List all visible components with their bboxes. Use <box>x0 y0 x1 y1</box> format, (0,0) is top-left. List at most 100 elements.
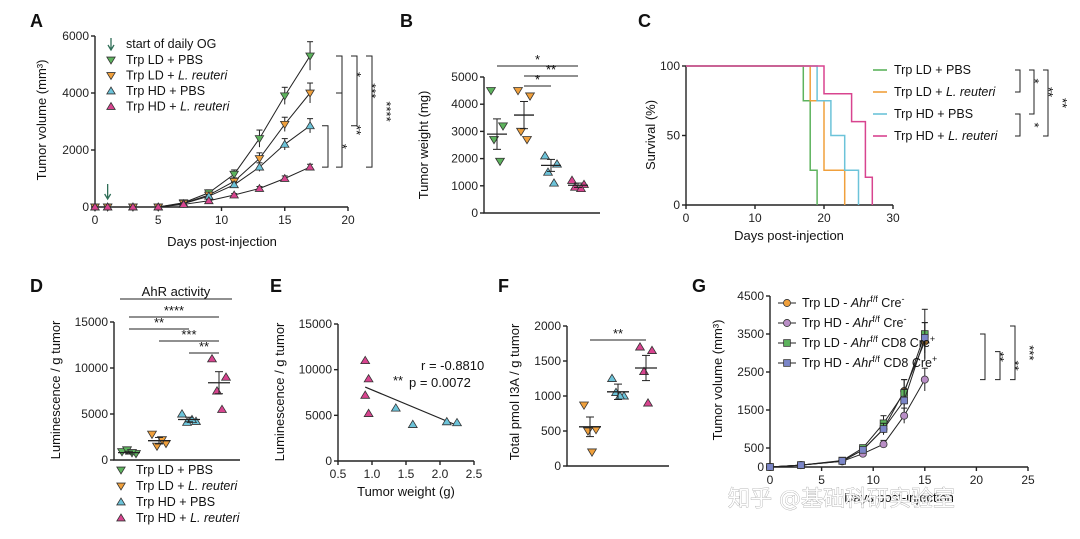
panel-a-point <box>153 202 164 211</box>
panel-c-xlabel: Days post-injection <box>734 228 844 243</box>
panel-c-legend-label: Trp LD + L. reuteri <box>894 85 997 99</box>
panel-g-xtick-label: 20 <box>970 473 984 487</box>
panel-g-point <box>900 396 908 405</box>
panel-c-ytick-label: 100 <box>660 59 680 73</box>
panel-e-point <box>360 390 371 399</box>
panel-b-ytick-label: 2000 <box>451 152 478 166</box>
panel-c-sig-bracket <box>1043 69 1049 137</box>
panel-g-point <box>921 334 929 342</box>
panel-e-r-value: r = -0.8810 <box>421 358 484 373</box>
panel-e-xlabel: Tumor weight (g) <box>357 484 455 499</box>
panel-b-axes <box>483 77 600 214</box>
panel-e-ytick-label: 0 <box>325 454 332 468</box>
panel-c-xtick-label: 30 <box>886 211 900 225</box>
panel-e-xtick-label: 0.5 <box>330 467 347 481</box>
panel-e-stars: ** <box>393 373 403 388</box>
panel-d-ytick-label: 5000 <box>81 407 108 421</box>
panel-a-sig-bracket <box>336 92 343 168</box>
panel-b-ytick-label: 5000 <box>451 70 478 84</box>
panel-g-sig-bracket <box>995 351 1001 381</box>
panel-d-legend-marker <box>116 466 126 475</box>
panel-a-xtick-label: 15 <box>278 213 292 227</box>
panel-g-xtick-label: 15 <box>918 473 932 487</box>
panel-a-point <box>90 202 100 211</box>
panel-a-sig-label: ** <box>349 125 364 135</box>
panel-e-xtick-label: 1.5 <box>398 467 415 481</box>
panel-g-point <box>920 375 929 384</box>
panel-a-annotation: start of daily OG <box>126 37 216 51</box>
panel-e-point <box>451 417 463 427</box>
panel-a-sig-label: * <box>335 144 350 149</box>
panel-g-legend-marker <box>783 319 791 327</box>
panel-f-ytick-label: 2000 <box>534 319 561 333</box>
panel-a-legend-marker <box>106 56 116 65</box>
panel-d: D 0 5000 10000 15000 Luminescence / g tumor Ah… <box>30 276 241 525</box>
panel-f-point <box>578 401 590 411</box>
panel-d-ytick-label: 10000 <box>75 361 109 375</box>
panel-a-legend-marker <box>106 101 116 110</box>
panel-f-point <box>586 448 598 457</box>
panel-g-ylabel: Tumor volume (mm³) <box>710 320 725 441</box>
panel-letter-f: F <box>498 276 509 296</box>
panel-d-title: AhR activity <box>142 284 211 299</box>
panel-b-ytick-label: 3000 <box>451 124 478 138</box>
panel-g-sig-bracket <box>1010 325 1016 381</box>
panel-b-point <box>575 183 587 193</box>
panel-letter-c: C <box>638 11 651 31</box>
panel-letter-a: A <box>30 11 43 31</box>
panel-a-sig-bracket <box>336 55 343 94</box>
panel-b-point <box>488 136 500 145</box>
panel-b-point <box>524 92 536 101</box>
panel-g-legend-marker <box>783 359 791 367</box>
panel-a-ytick-label: 0 <box>82 200 89 214</box>
panel-c-survival-line <box>686 65 860 205</box>
panel-d-sig-label: ** <box>154 315 164 330</box>
panel-d-point <box>211 386 223 395</box>
panel-e-ytick-label: 15000 <box>299 317 333 331</box>
panel-e-ytick-label: 5000 <box>305 408 332 422</box>
panel-b-point <box>485 87 497 96</box>
panel-f-ylabel: Total pmol I3A / g tumor <box>507 323 522 460</box>
panel-g-ytick-label: 4500 <box>737 289 764 303</box>
panel-c-legend-label: Trp HD + PBS <box>894 107 973 121</box>
panel-b-point <box>569 182 581 191</box>
panel-a-legend-marker <box>106 86 116 95</box>
panel-g: G 0 500 1500 2500 3500 4500 0 5 10 15 20 25 Days post… <box>692 276 1037 505</box>
panel-g-legend-marker <box>783 339 791 347</box>
panel-d-legend-label: Trp HD + L. reuteri <box>136 511 241 525</box>
panel-c-survival-line <box>686 65 846 205</box>
panel-b-ytick-label: 1000 <box>451 179 478 193</box>
panel-f-ytick-label: 1000 <box>534 389 561 403</box>
panel-e-fit-line <box>364 386 458 426</box>
panel-letter-b: B <box>400 11 413 31</box>
panel-d-ytick-label: 15000 <box>75 315 109 329</box>
panel-c-xtick-label: 10 <box>748 211 762 225</box>
panel-f-ytick-label: 500 <box>541 424 561 438</box>
panel-a-series-line <box>95 166 311 208</box>
panel-a-point <box>254 162 265 171</box>
panel-a-legend-arrow-icon <box>107 38 115 52</box>
panel-a-xtick-label: 0 <box>92 213 99 227</box>
panel-d-point <box>151 442 163 452</box>
panel-g-ytick-label: 500 <box>744 441 764 455</box>
panel-e-xtick-label: 2.5 <box>466 467 483 481</box>
panel-f-point <box>646 345 658 354</box>
panel-b-point <box>512 87 524 96</box>
panel-f-ytick-label: 0 <box>554 459 561 473</box>
panel-c-ytick-label: 0 <box>673 198 680 212</box>
panel-b-point <box>548 178 560 187</box>
panel-a-sig-bracket <box>322 125 329 168</box>
panel-a-legend-label: Trp LD + L. reuteri <box>126 69 229 83</box>
panel-f: F 0 500 1000 1500 2000 Total pmol I3A / g tumo… <box>498 276 669 473</box>
panel-a-point <box>279 173 290 182</box>
panel-d-point <box>206 353 218 363</box>
panel-d-point <box>176 409 188 418</box>
panel-f-point <box>606 373 618 382</box>
panel-b-sig-label: * <box>535 52 540 67</box>
panel-a-point <box>305 121 315 130</box>
panel-f-point <box>634 342 646 351</box>
panel-b-point <box>515 127 527 137</box>
panel-e-point <box>363 373 374 383</box>
panel-d-sig-label: ** <box>199 339 209 354</box>
